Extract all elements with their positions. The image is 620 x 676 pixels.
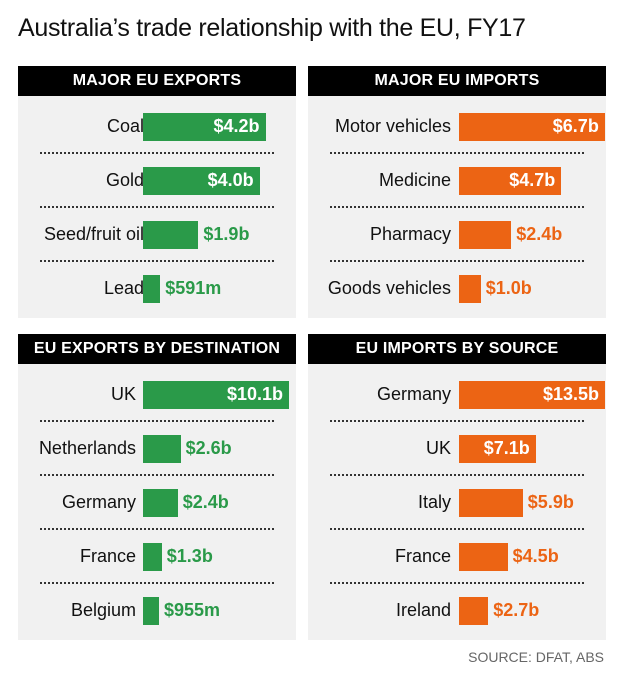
value-label: $4.0b [207, 170, 254, 190]
source-note: SOURCE: DFAT, ABS [468, 649, 604, 665]
category-label: Ireland [395, 600, 451, 620]
category-label: UK [425, 438, 451, 458]
category-label: Coal [106, 116, 144, 136]
bar-row: Italy $5.9b [308, 475, 606, 529]
bar-row: Coal $4.2b [18, 99, 296, 153]
bar [459, 167, 562, 195]
bar-row: Motor vehicles $6.7b [308, 99, 606, 153]
row-divider [330, 152, 584, 154]
value-label: $2.6b [185, 438, 232, 458]
row-divider [330, 206, 584, 208]
panel-title: MAJOR EU IMPORTS [308, 66, 606, 96]
bar [459, 381, 605, 409]
category-label: UK [110, 384, 136, 404]
bar-row: Goods vehicles $1.0b [308, 261, 606, 315]
category-label: Belgium [70, 600, 136, 620]
value-label: $4.7b [509, 170, 556, 190]
row-divider [40, 260, 274, 262]
value-label: $955m [164, 600, 221, 620]
row-divider [330, 420, 584, 422]
page-title: Australia’s trade relationship with the … [18, 14, 526, 42]
category-label: France [79, 546, 136, 566]
category-label: Gold [105, 170, 144, 190]
row-divider [330, 474, 584, 476]
bar [459, 221, 512, 249]
value-label: $5.9b [527, 492, 574, 512]
major-eu-exports-panel: MAJOR EU EXPORTS Coal $4.2b Gold $4.0b Seed/… [18, 66, 296, 318]
category-label: Motor vehicles [334, 116, 451, 136]
category-label: Seed/fruit oil [43, 224, 144, 244]
value-label: $10.1b [226, 384, 283, 404]
row-divider [40, 474, 274, 476]
bar [459, 597, 489, 625]
value-label: $4.2b [213, 116, 260, 136]
bar [459, 275, 481, 303]
bar [143, 381, 289, 409]
bar-row: France $1.3b [18, 529, 296, 583]
row-divider [330, 582, 584, 584]
value-label: $2.7b [493, 600, 540, 620]
value-label: $2.4b [516, 224, 563, 244]
bar-row: UK $10.1b [18, 367, 296, 421]
category-label: Medicine [378, 170, 451, 190]
eu-exports-by-destination-panel: EU EXPORTS BY DESTINATION UK $10.1b Nether… [18, 334, 296, 640]
panel-title: EU IMPORTS BY SOURCE [308, 334, 606, 364]
bar-row: UK $7.1b [308, 421, 606, 475]
bar [143, 435, 181, 463]
bar [143, 113, 266, 141]
eu-imports-by-source-panel: EU IMPORTS BY SOURCE Germany $13.5b UK $7.1… [308, 334, 606, 640]
bar [143, 275, 161, 303]
row-divider [40, 528, 274, 530]
bar [459, 435, 536, 463]
category-label: France [394, 546, 451, 566]
category-label: Italy [417, 492, 451, 512]
value-label: $7.1b [483, 438, 530, 458]
panel-title: MAJOR EU EXPORTS [18, 66, 296, 96]
panel-title: EU EXPORTS BY DESTINATION [18, 334, 296, 364]
category-label: Netherlands [38, 438, 136, 458]
value-label: $1.3b [166, 546, 213, 566]
bar-row: Germany $13.5b [308, 367, 606, 421]
bar-row: Lead $591m [18, 261, 296, 315]
row-divider [40, 582, 274, 584]
bar-row: Ireland $2.7b [308, 583, 606, 637]
value-label: $1.0b [485, 278, 532, 298]
bar [459, 489, 523, 517]
bar [459, 113, 605, 141]
bar-row: Germany $2.4b [18, 475, 296, 529]
value-label: $13.5b [542, 384, 599, 404]
bar-row: Belgium $955m [18, 583, 296, 637]
category-label: Germany [61, 492, 136, 512]
value-label: $4.5b [512, 546, 559, 566]
bar-row: Gold $4.0b [18, 153, 296, 207]
category-label: Lead [103, 278, 144, 298]
major-eu-imports-panel: MAJOR EU IMPORTS Motor vehicles $6.7b Medi… [308, 66, 606, 318]
bar-row: France $4.5b [308, 529, 606, 583]
value-label: $2.4b [182, 492, 229, 512]
bar-row: Medicine $4.7b [308, 153, 606, 207]
row-divider [330, 260, 584, 262]
row-divider [40, 152, 274, 154]
row-divider [330, 528, 584, 530]
bar [459, 543, 508, 571]
category-label: Germany [376, 384, 451, 404]
value-label: $6.7b [552, 116, 599, 136]
category-label: Pharmacy [369, 224, 451, 244]
row-divider [40, 206, 274, 208]
value-label: $591m [165, 278, 222, 298]
value-label: $1.9b [203, 224, 250, 244]
bar [143, 597, 159, 625]
bar-row: Pharmacy $2.4b [308, 207, 606, 261]
category-label: Goods vehicles [327, 278, 451, 298]
bar [143, 489, 178, 517]
row-divider [40, 420, 274, 422]
bar [143, 167, 260, 195]
bar-row: Seed/fruit oil $1.9b [18, 207, 296, 261]
bar-row: Netherlands $2.6b [18, 421, 296, 475]
bar [143, 221, 199, 249]
bar [143, 543, 162, 571]
